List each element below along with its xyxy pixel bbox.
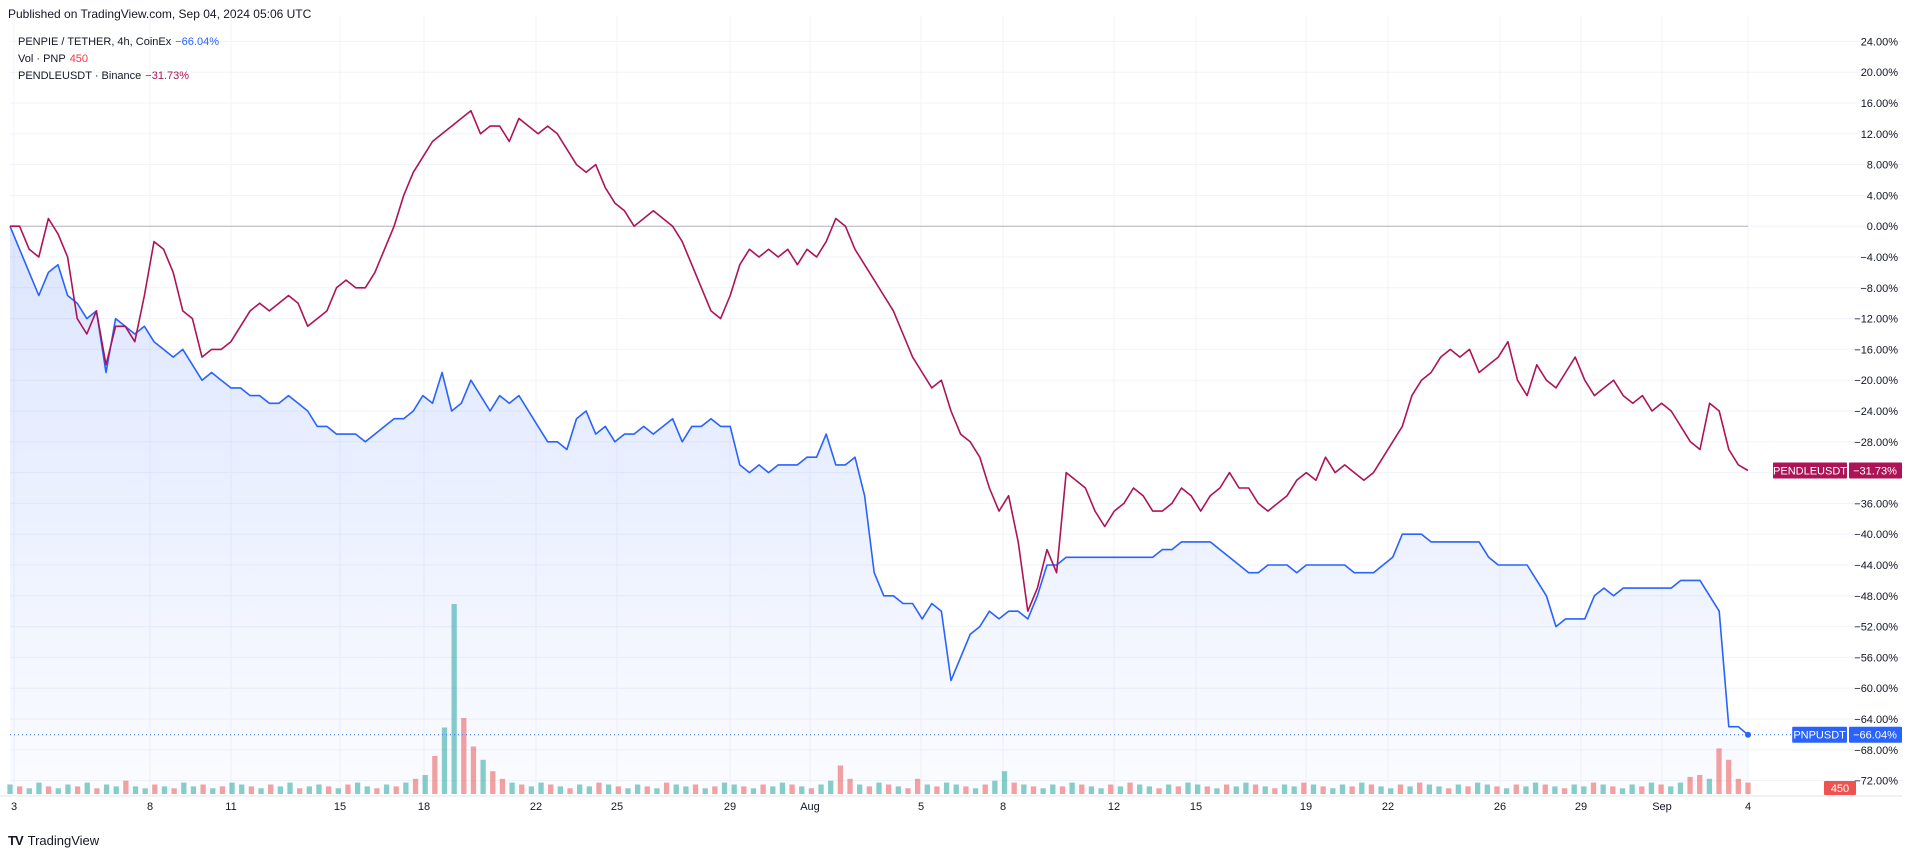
series-name-tag-bg bbox=[1792, 726, 1847, 743]
x-tick-label: Aug bbox=[800, 801, 820, 813]
series-value-tag: −66.04% bbox=[1853, 730, 1897, 742]
pnp-last-point bbox=[1745, 731, 1751, 738]
legend-compare-value: −31.73% bbox=[145, 70, 190, 82]
legend-main-value: −66.04% bbox=[175, 36, 219, 48]
x-tick-label: 12 bbox=[1108, 801, 1120, 813]
legend-main-label: PENPIE / TETHER, 4h, CoinEx bbox=[18, 36, 172, 48]
legend-vol[interactable]: Vol · PNP 450 bbox=[18, 51, 219, 68]
x-tick-label: 22 bbox=[530, 801, 542, 813]
y-tick-label: −40.00% bbox=[1854, 529, 1898, 541]
y-tick-label: 8.00% bbox=[1867, 160, 1898, 172]
y-tick-label: −68.00% bbox=[1854, 745, 1898, 757]
legend-vol-value: 450 bbox=[69, 53, 89, 65]
y-tick-label: −52.00% bbox=[1854, 622, 1898, 634]
x-tick-label: 22 bbox=[1382, 801, 1394, 813]
tradingview-brand: TradingView bbox=[27, 833, 100, 848]
x-tick-label: 11 bbox=[225, 801, 236, 813]
y-tick-label: 4.00% bbox=[1867, 190, 1898, 202]
x-tick-label: 25 bbox=[611, 801, 623, 813]
x-tick-label: 8 bbox=[1000, 801, 1006, 813]
chart-legend: PENPIE / TETHER, 4h, CoinEx −66.04% Vol ·… bbox=[18, 34, 219, 85]
y-tick-label: 16.00% bbox=[1861, 98, 1899, 110]
x-tick-label: 26 bbox=[1494, 801, 1506, 813]
series-value-tag: −31.73% bbox=[1853, 466, 1897, 478]
y-tick-label: −4.00% bbox=[1860, 252, 1898, 264]
legend-main[interactable]: PENPIE / TETHER, 4h, CoinEx −66.04% bbox=[18, 34, 219, 51]
x-tick-label: 3 bbox=[11, 801, 17, 813]
pnp-price-tag[interactable]: PNPUSDT −66.04% bbox=[1792, 726, 1902, 743]
volume-value-label: 450 bbox=[1831, 783, 1849, 795]
y-tick-label: −64.00% bbox=[1854, 714, 1898, 726]
y-tick-label: −48.00% bbox=[1854, 591, 1898, 603]
x-tick-label: 29 bbox=[724, 801, 736, 813]
x-tick-label: 4 bbox=[1745, 801, 1751, 813]
x-tick-label: 5 bbox=[918, 801, 924, 813]
y-tick-label: −60.00% bbox=[1854, 683, 1898, 695]
published-header: Published on TradingView.com, Sep 04, 20… bbox=[8, 7, 312, 21]
series-value-tag-bg bbox=[1849, 462, 1902, 479]
y-tick-label: −28.00% bbox=[1854, 437, 1898, 449]
legend-compare[interactable]: PENDLEUSDT · Binance −31.73% bbox=[18, 68, 219, 85]
tradingview-footer[interactable]: TV TradingView bbox=[8, 833, 99, 848]
series-name-tag: PNPUSDT bbox=[1793, 730, 1846, 742]
pendle-series-line bbox=[10, 109, 1749, 612]
pendle-price-tag[interactable]: PENDLEUSDT −31.73% bbox=[1773, 462, 1902, 479]
y-tick-label: −8.00% bbox=[1860, 283, 1898, 295]
x-tick-label: 29 bbox=[1575, 801, 1587, 813]
series-value-tag-bg bbox=[1849, 726, 1902, 743]
y-tick-label: −72.00% bbox=[1854, 776, 1898, 788]
x-tick-label: 15 bbox=[1190, 801, 1202, 813]
x-tick-label: Sep bbox=[1652, 801, 1672, 813]
x-tick-label: 8 bbox=[147, 801, 153, 813]
y-tick-label: −56.00% bbox=[1854, 652, 1898, 664]
tradingview-logo-icon: TV bbox=[8, 833, 24, 848]
legend-compare-label: PENDLEUSDT · Binance bbox=[18, 70, 142, 82]
y-tick-label: −36.00% bbox=[1854, 498, 1898, 510]
y-tick-label: 24.00% bbox=[1861, 36, 1899, 48]
y-tick-label: −16.00% bbox=[1854, 344, 1898, 356]
y-tick-label: 12.00% bbox=[1861, 129, 1899, 141]
y-tick-label: −20.00% bbox=[1854, 375, 1898, 387]
legend-vol-label: Vol · PNP bbox=[18, 53, 66, 65]
pnp-series-line bbox=[9, 225, 1749, 736]
x-tick-label: 15 bbox=[334, 801, 346, 813]
y-tick-label: −12.00% bbox=[1854, 314, 1898, 326]
series-name-tag-bg bbox=[1773, 462, 1847, 479]
y-tick-label: −44.00% bbox=[1854, 560, 1898, 572]
volume-value-tag: 450 bbox=[1824, 781, 1856, 795]
y-tick-label: −24.00% bbox=[1854, 406, 1898, 418]
y-tick-label: 0.00% bbox=[1867, 221, 1898, 233]
x-tick-label: 18 bbox=[418, 801, 430, 813]
pnp-area-fill bbox=[10, 226, 1748, 794]
volume-value-tag-bg bbox=[1824, 781, 1856, 795]
x-tick-label: 19 bbox=[1300, 801, 1312, 813]
y-tick-label: 20.00% bbox=[1861, 67, 1899, 79]
series-name-tag: PENDLEUSDT bbox=[1773, 466, 1847, 478]
